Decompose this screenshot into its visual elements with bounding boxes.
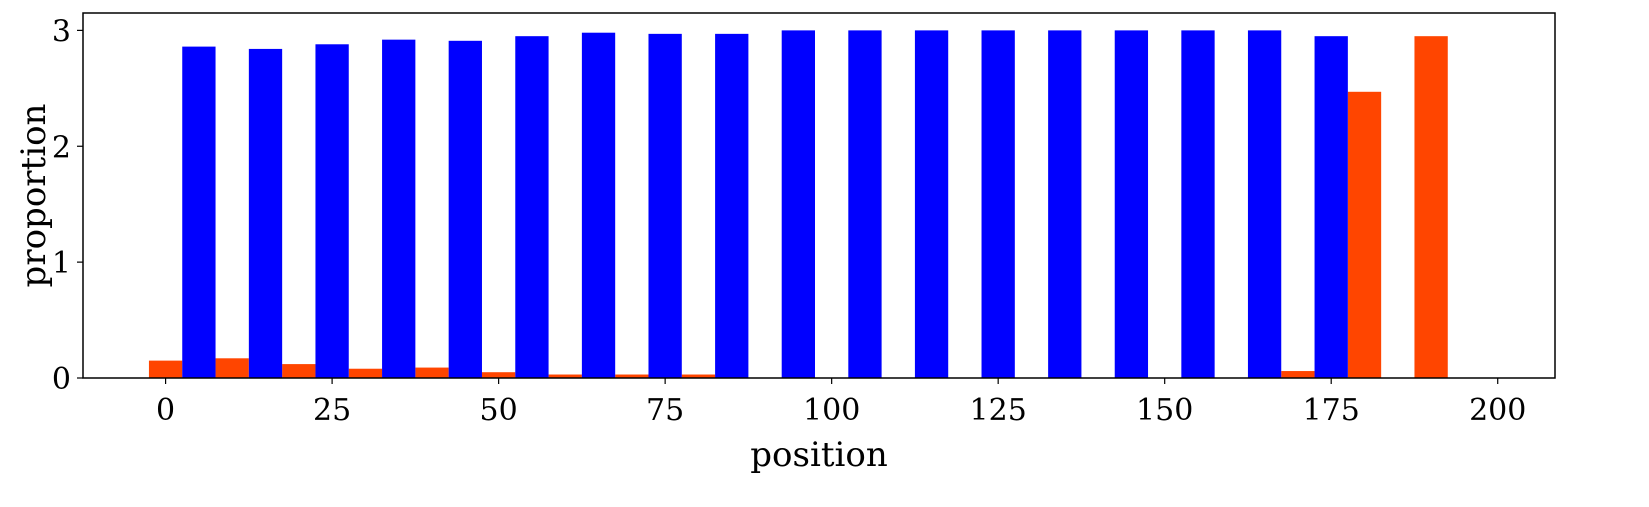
y-tick-label: 2 [52, 130, 71, 165]
bar-series-0-3 [348, 368, 383, 378]
x-axis-label: position [750, 435, 887, 475]
y-axis-label: proportion [14, 104, 54, 288]
bar-series-0-19 [1414, 36, 1448, 379]
bar-series-1-7 [648, 33, 682, 378]
bar-series-0-8 [681, 374, 716, 378]
bar-series-0-4 [415, 367, 449, 378]
bar-series-0-18 [1347, 91, 1382, 379]
bar-series-1-2 [315, 44, 349, 379]
bar-series-1-15 [1181, 30, 1215, 379]
bar-series-1-9 [781, 30, 816, 379]
bar-series-0-6 [548, 374, 582, 378]
x-tick-label: 175 [1303, 393, 1360, 428]
bar-series-1-6 [581, 32, 616, 378]
bar-series-1-0 [182, 46, 216, 378]
bar-series-1-14 [1114, 30, 1149, 379]
bar-series-0-1 [215, 358, 249, 378]
x-tick-label: 125 [970, 393, 1027, 428]
bar-series-1-13 [1048, 30, 1082, 379]
bar-series-1-3 [382, 39, 416, 379]
x-tick-label: 25 [313, 393, 351, 428]
bar-series-1-11 [914, 30, 949, 379]
bar-series-1-17 [1314, 36, 1348, 379]
bars-layer [148, 30, 1448, 379]
bar-series-0-2 [282, 364, 316, 378]
y-axis: 0 1 2 3 [52, 14, 83, 397]
bar-series-1-16 [1247, 30, 1282, 379]
bar-series-0-5 [481, 372, 516, 378]
y-tick-label: 1 [52, 246, 71, 281]
y-tick-label: 3 [52, 14, 71, 49]
bar-series-0-0 [148, 360, 183, 378]
bar-series-1-8 [715, 33, 749, 378]
x-axis: 0 25 50 75 100 125 150 175 200 [156, 378, 1526, 428]
bar-series-1-1 [248, 48, 283, 379]
x-tick-label: 200 [1469, 393, 1526, 428]
plot-frame [82, 12, 1556, 379]
bar-series-0-17 [1281, 371, 1315, 378]
x-tick-label: 150 [1136, 393, 1193, 428]
x-tick-label: 50 [480, 393, 518, 428]
y-tick-label: 0 [52, 362, 71, 397]
bar-series-1-4 [448, 40, 482, 379]
x-tick-label: 75 [646, 393, 684, 428]
bar-series-1-12 [981, 30, 1015, 379]
x-tick-label: 100 [803, 393, 860, 428]
x-tick-label: 0 [156, 393, 175, 428]
bar-series-0-7 [615, 374, 649, 378]
bar-series-1-5 [515, 36, 549, 379]
bar-series-1-10 [848, 30, 882, 379]
